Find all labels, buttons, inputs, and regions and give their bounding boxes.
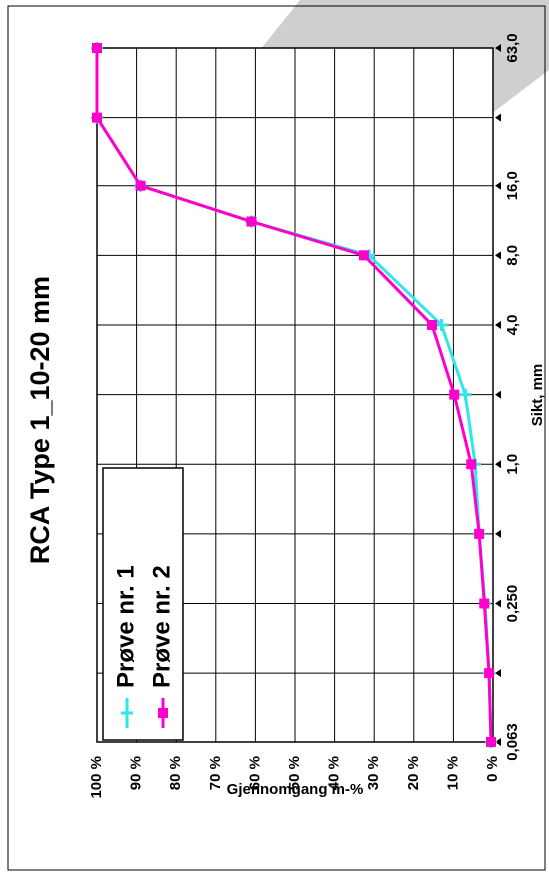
point-marker — [135, 180, 146, 191]
tick-mark — [495, 669, 501, 678]
point-marker — [484, 668, 495, 679]
tick-mark — [495, 320, 501, 329]
y-tick-label: 20 % — [405, 756, 422, 790]
y-tick-label: 30 % — [365, 756, 382, 790]
chart-title: RCA Type 1_10-20 mm — [25, 276, 55, 564]
point-marker — [358, 250, 369, 261]
point-marker — [466, 459, 477, 470]
point-marker — [474, 528, 485, 539]
x-tick-label: 0,063 — [504, 723, 521, 761]
y-tick-label: 60 % — [246, 756, 263, 790]
x-axis-title: Sikt, mm — [529, 364, 546, 427]
x-tick-label: 4,0 — [504, 315, 521, 336]
legend-box — [102, 467, 184, 741]
x-tick-label: 1,0 — [504, 454, 521, 475]
tick-mark — [495, 251, 501, 260]
y-tick-label: 80 % — [167, 756, 184, 790]
y-tick-label: 10 % — [444, 756, 461, 790]
y-tick-label: 40 % — [326, 756, 343, 790]
tick-mark — [495, 599, 501, 608]
point-marker — [246, 216, 257, 227]
y-tick-label: 90 % — [128, 756, 145, 790]
y-axis-title: Gjennomgang m-% — [227, 781, 364, 798]
y-tick-label: 70 % — [207, 756, 224, 790]
y-tick-label: 100 % — [88, 756, 105, 799]
tick-mark — [495, 738, 501, 746]
tick-mark — [495, 460, 501, 469]
legend-label: Prøve nr. 2 — [148, 565, 175, 688]
tick-mark — [495, 113, 501, 122]
rotated-chart: RCA Type 1_10-20 mm Sikt, mm Gjennomgang… — [25, 33, 546, 798]
point-marker — [459, 388, 472, 401]
legend-marker — [121, 707, 133, 719]
x-tick-label: 16,0 — [504, 171, 521, 200]
point-marker — [486, 737, 497, 747]
x-tick-label: 8,0 — [504, 245, 521, 266]
point-marker — [479, 598, 490, 609]
tick-mark — [495, 390, 501, 399]
tick-mark — [495, 529, 501, 538]
legend-label: Prøve nr. 1 — [112, 565, 139, 688]
x-tick-label: 0,250 — [504, 585, 521, 623]
legend-marker — [158, 708, 168, 718]
series-line — [95, 48, 493, 743]
point-marker — [92, 112, 102, 123]
tick-mark — [495, 181, 501, 190]
y-tick-label: 0 % — [484, 756, 501, 782]
point-marker — [92, 43, 102, 53]
x-tick-label: 63,0 — [504, 33, 521, 62]
point-marker — [449, 389, 460, 400]
point-marker — [427, 319, 438, 330]
tick-mark — [495, 44, 501, 52]
frame — [7, 5, 546, 871]
point-marker — [435, 318, 448, 331]
y-tick-label: 50 % — [286, 756, 303, 790]
